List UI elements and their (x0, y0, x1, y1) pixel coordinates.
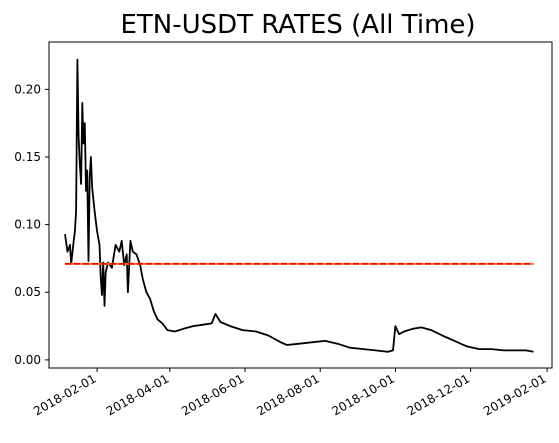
y-tick-label: 0.05 (14, 285, 41, 299)
series-layer (64, 58, 534, 353)
y-tick-label: 0.00 (14, 353, 41, 367)
plot-frame (48, 41, 553, 369)
y-tick-label: 0.10 (14, 218, 41, 232)
chart-title: ETN-USDT RATES (All Time) (120, 10, 475, 40)
y-tick-label: 0.20 (14, 82, 41, 96)
y-tick-label: 0.15 (14, 150, 41, 164)
series-line-0 (64, 58, 534, 353)
